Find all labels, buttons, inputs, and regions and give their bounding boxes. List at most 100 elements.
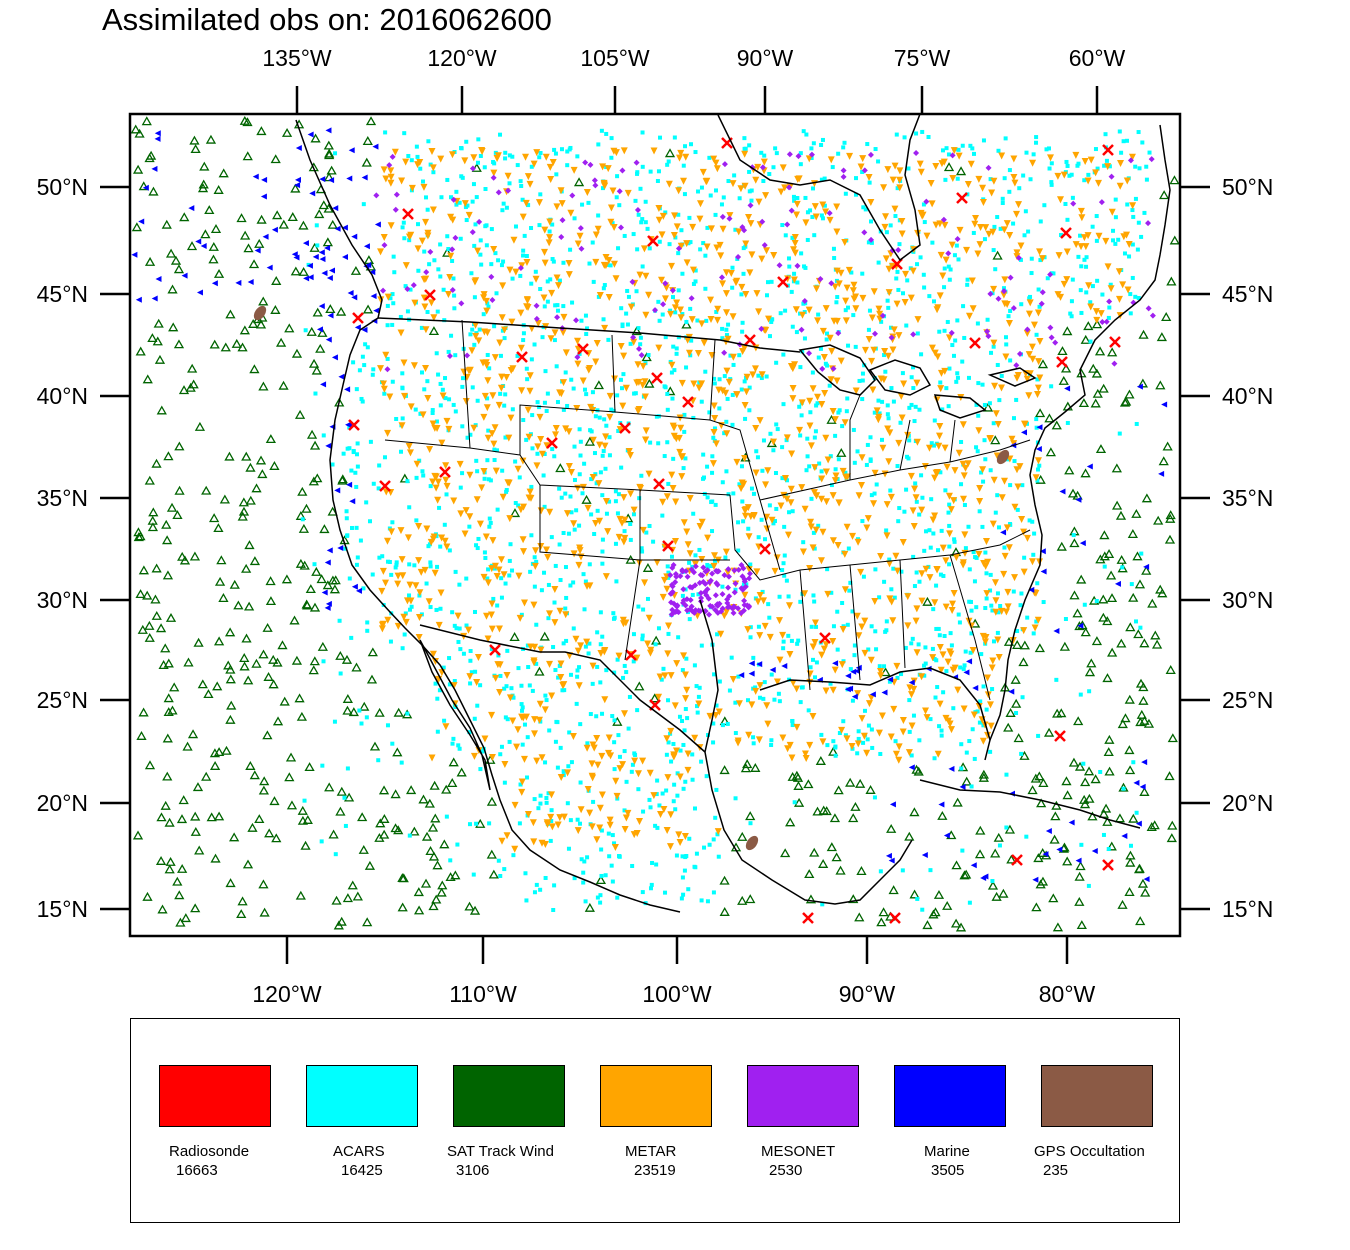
- metar-marker: [959, 460, 967, 468]
- acars-marker: [1081, 761, 1086, 766]
- mesonet-marker: [392, 206, 399, 213]
- acars-marker: [950, 343, 955, 348]
- acars-marker: [585, 326, 590, 331]
- acars-marker: [521, 338, 526, 343]
- sat-track-wind-marker: [311, 365, 322, 375]
- sat-track-wind-marker: [179, 212, 190, 222]
- metar-marker: [912, 494, 920, 502]
- acars-marker: [1107, 164, 1112, 169]
- sat-track-wind-marker: [220, 342, 231, 352]
- metar-marker: [531, 716, 539, 724]
- acars-marker: [453, 569, 458, 574]
- metar-marker: [714, 316, 722, 324]
- marine-marker: [351, 583, 358, 590]
- acars-marker: [654, 792, 659, 797]
- metar-marker: [807, 518, 815, 526]
- legend-label: Marine: [924, 1143, 970, 1160]
- mesonet-marker: [574, 354, 581, 361]
- metar-marker: [1000, 570, 1008, 578]
- metar-marker: [942, 714, 950, 722]
- acars-marker: [748, 625, 753, 630]
- metar-marker: [382, 579, 390, 587]
- acars-marker: [710, 454, 715, 459]
- acars-marker: [757, 695, 762, 700]
- metar-marker: [1095, 232, 1103, 240]
- sat-track-wind-marker: [295, 558, 307, 568]
- acars-marker: [675, 793, 680, 798]
- sat-track-wind-marker: [172, 876, 183, 886]
- mesonet-marker: [709, 570, 716, 577]
- acars-marker: [798, 162, 803, 167]
- sat-track-wind-marker: [441, 784, 452, 794]
- metar-marker: [438, 439, 446, 447]
- acars-marker: [523, 871, 528, 876]
- metar-marker: [424, 232, 432, 240]
- acars-marker: [949, 643, 954, 648]
- acars-marker: [587, 641, 592, 646]
- metar-marker: [850, 281, 858, 289]
- acars-marker: [906, 456, 911, 461]
- metar-marker: [379, 620, 387, 628]
- acars-marker: [817, 461, 822, 466]
- acars-marker: [929, 497, 934, 502]
- acars-marker: [992, 224, 997, 229]
- acars-marker: [682, 412, 687, 417]
- acars-marker: [928, 545, 933, 550]
- sat-track-wind-marker: [160, 800, 171, 810]
- acars-marker: [980, 524, 985, 529]
- acars-marker: [682, 429, 687, 434]
- acars-marker: [832, 256, 837, 261]
- acars-marker: [911, 365, 916, 370]
- acars-marker: [820, 137, 825, 142]
- acars-marker: [840, 424, 845, 429]
- metar-marker: [428, 754, 436, 762]
- acars-marker: [861, 574, 866, 579]
- metar-marker: [837, 357, 845, 365]
- metar-marker: [918, 673, 926, 681]
- acars-marker: [693, 553, 698, 558]
- acars-marker: [948, 631, 953, 636]
- metar-marker: [596, 517, 604, 525]
- metar-marker: [639, 362, 647, 370]
- acars-marker: [833, 467, 838, 472]
- acars-marker: [888, 488, 893, 493]
- mesonet-marker: [697, 608, 704, 615]
- acars-marker: [464, 139, 469, 144]
- acars-marker: [600, 561, 605, 566]
- acars-marker: [437, 688, 442, 693]
- metar-marker: [668, 361, 676, 369]
- metar-marker: [664, 650, 672, 658]
- metar-marker: [676, 414, 684, 422]
- sat-track-wind-marker: [225, 664, 236, 674]
- acars-marker: [418, 166, 423, 171]
- acars-marker: [611, 616, 616, 621]
- sat-track-wind-marker: [888, 885, 899, 895]
- acars-marker: [450, 258, 455, 263]
- acars-marker: [688, 240, 693, 245]
- mesonet-marker: [738, 562, 745, 569]
- metar-marker: [656, 673, 664, 681]
- sat-track-wind-marker: [239, 325, 250, 335]
- sat-track-wind-marker: [236, 909, 247, 919]
- acars-marker: [911, 554, 916, 559]
- left-lat-label: 45°N: [37, 281, 88, 307]
- metar-marker: [889, 176, 897, 184]
- acars-marker: [568, 672, 573, 677]
- acars-marker: [1049, 161, 1054, 166]
- metar-marker: [1046, 154, 1054, 162]
- acars-marker: [433, 681, 438, 686]
- sat-track-wind-marker: [213, 523, 224, 533]
- metar-marker: [567, 468, 575, 476]
- metar-marker: [917, 168, 925, 176]
- acars-marker: [768, 431, 773, 436]
- acars-marker: [882, 579, 887, 584]
- sat-track-wind-marker: [1052, 708, 1063, 718]
- acars-marker: [720, 584, 725, 589]
- metar-marker: [1093, 316, 1101, 324]
- acars-marker: [321, 433, 326, 438]
- metar-marker: [755, 736, 763, 744]
- metar-marker: [379, 567, 387, 575]
- metar-marker: [846, 152, 854, 160]
- acars-marker: [712, 381, 717, 386]
- metar-marker: [934, 353, 942, 361]
